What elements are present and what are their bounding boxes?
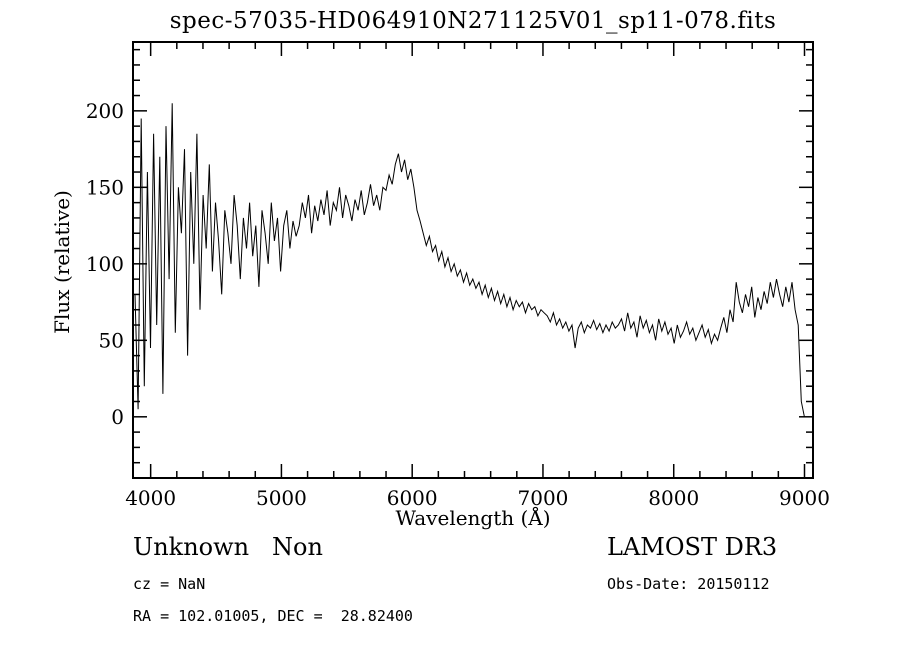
svg-text:8000: 8000 [648,486,699,510]
svg-text:200: 200 [86,99,124,123]
classification-label: Unknown Non [133,533,323,561]
svg-text:6000: 6000 [387,486,438,510]
svg-text:50: 50 [99,328,124,352]
cz-value: cz = NaN [133,575,206,593]
svg-text:5000: 5000 [256,486,307,510]
svg-text:7000: 7000 [518,486,569,510]
svg-text:9000: 9000 [779,486,830,510]
obs-date-value: Obs-Date: 20150112 [607,575,770,593]
survey-label: LAMOST DR3 [607,533,778,561]
svg-text:150: 150 [86,175,124,199]
chart-title: spec-57035-HD064910N271125V01_sp11-078.f… [169,8,777,34]
x-axis-label: Wavelength (Å) [395,506,551,530]
svg-text:4000: 4000 [125,486,176,510]
svg-text:100: 100 [86,252,124,276]
ra-dec-value: RA = 102.01005, DEC = 28.82400 [133,607,413,625]
svg-text:0: 0 [111,405,124,429]
y-axis-label: Flux (relative) [50,190,74,334]
